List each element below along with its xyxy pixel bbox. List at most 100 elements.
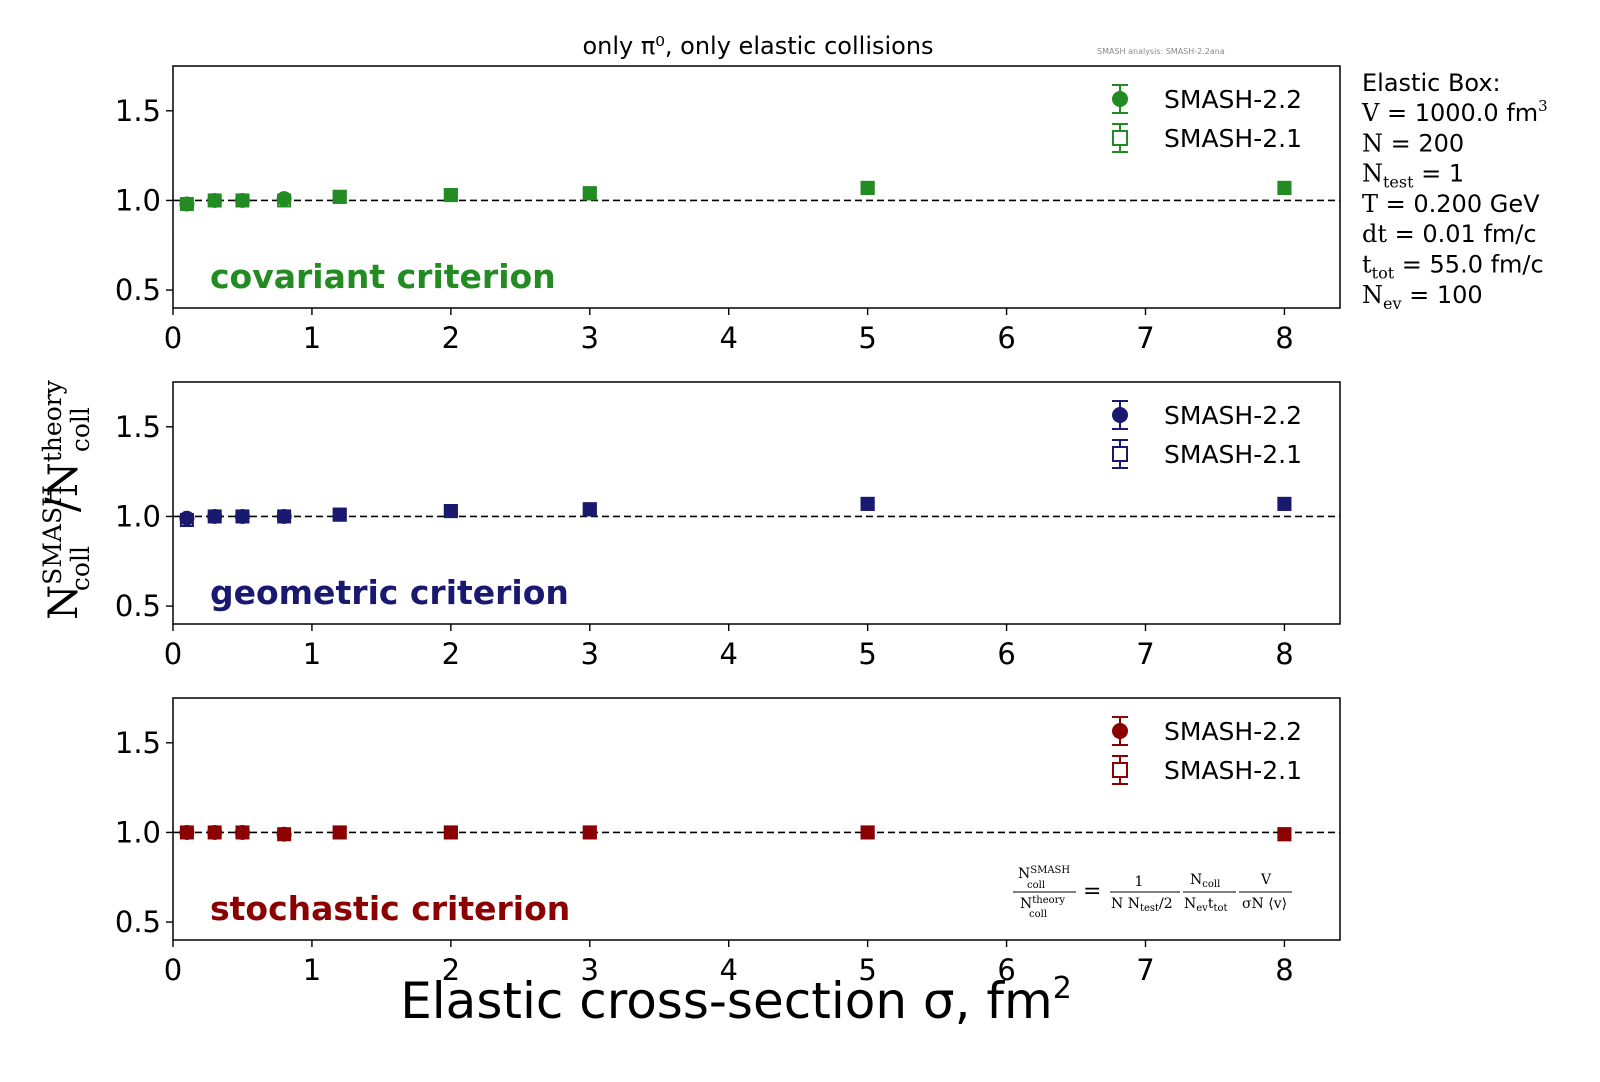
formula-f2-num-base: N [1190,872,1202,888]
params-line: dt = 0.01 fm/c [1362,220,1537,248]
x-tick-label: 4 [719,321,737,355]
formula-lhs-den-sup: theory [1032,895,1065,906]
axes-frame [172,381,1341,625]
axes-frame [172,697,1341,941]
x-axis-label: Elastic cross-section σ, fm2 [400,971,1072,1030]
smash-2-2-point [207,192,223,208]
params-line: Nev = 100 [1362,281,1483,313]
xlabel-main: Elastic cross-section σ, fm [400,972,1053,1030]
axes-frame [172,65,1341,309]
y-axis-label: NSMASHcoll/Ntheorycoll [37,379,95,620]
svg-text:NSMASH: NSMASH [1018,865,1070,882]
legend-marker-smash-2-1 [1112,446,1128,462]
ylabel-top-sub: coll [66,546,95,591]
ylabel-top-base: N [41,585,87,620]
smash-2-2-point [582,186,597,201]
legend-marker-smash-2-1 [1112,762,1128,778]
x-tick-label: 4 [719,637,737,671]
legend-marker-smash-2-2 [1112,91,1128,107]
y-tick-label: 1.5 [115,410,161,444]
criterion-label: geometric criterion [210,573,569,612]
panel-1: 0 1 2 3 4 5 6 7 8 0.5 1.0 1.5 SMASH-2.2 SMASH-2.1 cova… [115,65,1341,355]
x-tick-label: 1 [303,953,321,987]
x-tick-label: 2 [442,637,460,671]
x-tick-label: 1 [303,321,321,355]
ylabel-bot-sub: coll [66,407,95,452]
y-tick-label: 1.0 [115,815,161,849]
params-line: N = 200 [1362,129,1464,157]
x-tick-label: 2 [442,953,460,987]
x-tick-label: 6 [997,953,1015,987]
formula-f2-den-b: t [1208,896,1214,912]
params-line: V = 1000.0 fm3 [1361,97,1548,127]
smash-2-2-point [582,825,597,840]
y-tick-label: 1.0 [115,183,161,217]
formula-f3-num: V [1260,872,1272,888]
legend-marker-smash-2-2 [1112,723,1128,739]
x-tick-label: 0 [164,321,182,355]
params-line: ttot = 55.0 fm/c [1362,251,1544,283]
params-heading: Elastic Box: [1362,69,1501,97]
smash-2-2-point [860,496,875,511]
formula-f1-den-a: N N [1111,896,1140,912]
formula-f1-den-b: /2 [1159,896,1173,912]
x-tick-label: 4 [719,953,737,987]
panel-3: 0 1 2 3 4 5 6 7 8 0.5 1.0 1.5 SMASH-2.2 SMASH-2.1 stoc… [115,697,1341,987]
x-tick-label: 5 [858,637,876,671]
formula-lhs-den-base: N [1020,896,1032,912]
formula-lhs-num-sup: SMASH [1030,865,1070,876]
smash-2-2-point [207,508,223,524]
x-tick-label: 3 [581,953,599,987]
smash-2-2-point [332,825,347,840]
legend-label-smash-2-1: SMASH-2.1 [1164,440,1302,469]
y-tick-label: 1.5 [115,94,161,128]
chart-title: only π⁰, only elastic collisions [582,32,933,60]
x-tick-label: 8 [1275,953,1293,987]
legend-marker-smash-2-1 [1112,130,1128,146]
smash-2-2-point [332,189,347,204]
formula-f3-den: σN ⟨v⟩ [1242,896,1287,912]
smash-2-2-point [276,191,292,207]
x-tick-label: 5 [858,953,876,987]
formula-f2-num-sub: coll [1202,879,1220,890]
legend-marker-smash-2-2 [1112,407,1128,423]
smash-2-2-point [443,825,458,840]
criterion-label: stochastic criterion [210,889,570,928]
y-tick-label: 0.5 [115,273,161,307]
formula-lhs-num-base: N [1018,866,1030,882]
legend-label-smash-2-2: SMASH-2.2 [1164,401,1302,430]
svg-text:Ncoll: Ncoll [1190,872,1220,890]
smash-2-2-point [234,508,250,524]
x-tick-label: 0 [164,953,182,987]
x-tick-label: 3 [581,321,599,355]
svg-text:Ntheory: Ntheory [1020,895,1065,912]
x-tick-label: 8 [1275,321,1293,355]
smash-2-2-point [179,196,195,212]
params-line: Ntest = 1 [1362,160,1464,192]
x-tick-label: 2 [442,321,460,355]
y-tick-label: 0.5 [115,905,161,939]
formula: NSMASH coll Ntheory coll = 1 N Ntest/2 N… [1013,865,1292,920]
formula-f2-den-a-sub: ev [1196,903,1208,914]
y-tick-label: 1.0 [115,499,161,533]
x-tick-label: 7 [1136,637,1154,671]
ylabel-bot-base: N [41,462,87,497]
formula-f1-den-sub: test [1140,903,1159,914]
smash-2-2-point [860,180,875,195]
x-tick-label: 7 [1136,953,1154,987]
x-tick-label: 0 [164,637,182,671]
legend-label-smash-2-2: SMASH-2.2 [1164,717,1302,746]
panel-2: 0 1 2 3 4 5 6 7 8 0.5 1.0 1.5 SMASH-2.2 SMASH-2.1 geom… [115,381,1341,671]
legend-label-smash-2-2: SMASH-2.2 [1164,85,1302,114]
legend-label-smash-2-1: SMASH-2.1 [1164,124,1302,153]
xlabel-sup: 2 [1053,971,1072,1006]
svg-text:NSMASHcoll/Ntheorycoll: NSMASHcoll/Ntheorycoll [37,379,95,620]
x-tick-label: 8 [1275,637,1293,671]
smash-2-2-point [234,192,250,208]
formula-lhs-num-sub: coll [1027,880,1045,891]
smash-2-2-point [179,824,195,840]
formula-f2-den-b-sub: tot [1213,903,1227,914]
smash-2-2-point [443,188,458,203]
